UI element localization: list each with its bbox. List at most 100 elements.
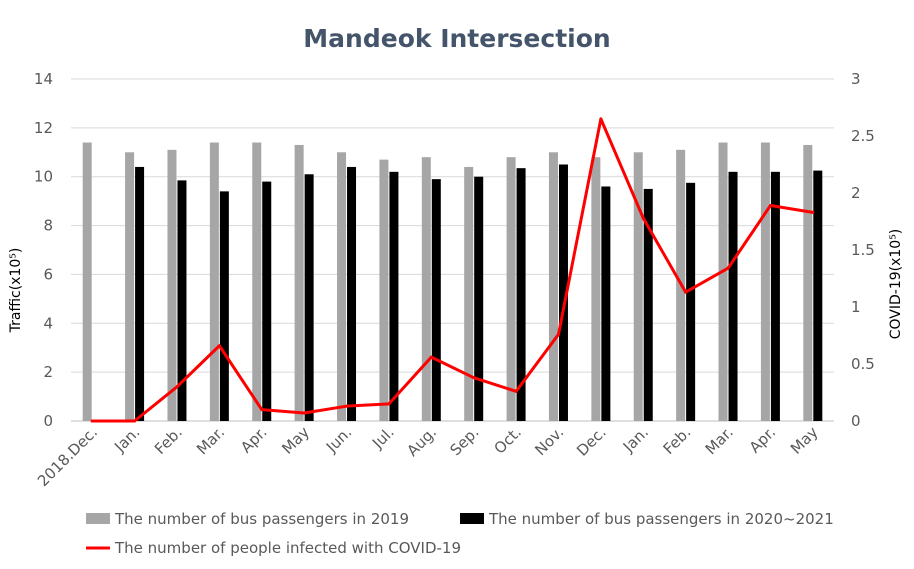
covid-point <box>133 419 137 423</box>
x-axis-ticks: 2018.Dec. Jan. Feb. Mar. Apr. May Jun. Jul. Aug.… <box>34 423 822 490</box>
y-tick-label: 12 <box>34 119 53 137</box>
bar-2019 <box>548 152 558 422</box>
bar-2020-2021 <box>219 191 229 421</box>
bar-2020-2021 <box>686 182 696 421</box>
x-tick-label: May <box>278 423 313 458</box>
x-tick-label: Nov. <box>531 423 567 459</box>
bar-2020-2021 <box>770 171 780 421</box>
bar-2020-2021 <box>262 181 272 421</box>
bar-2019 <box>633 152 643 422</box>
x-tick-label: Oct. <box>490 423 524 457</box>
bar-2019 <box>82 142 92 421</box>
bar-2019 <box>167 149 177 422</box>
y-tick-label: 8 <box>43 217 53 235</box>
covid-point <box>302 411 306 415</box>
covid-point <box>175 385 179 389</box>
x-tick-label: Apr. <box>746 423 779 456</box>
covid-point <box>811 210 815 214</box>
line-series <box>90 117 815 423</box>
y2-tick-label: 1 <box>851 298 861 316</box>
gridlines <box>71 78 834 422</box>
y2-tick-label: 3 <box>851 70 861 88</box>
y-tick-label: 0 <box>43 412 53 430</box>
x-tick-label: Aug. <box>403 423 440 460</box>
bar-2019 <box>464 166 474 421</box>
bar-2019 <box>803 144 813 421</box>
legend-swatch-2019 <box>86 513 110 524</box>
x-tick-label: Mar. <box>702 423 737 458</box>
x-tick-label: Dec. <box>573 423 610 460</box>
left-axis-ticks: 0 2 4 6 8 10 12 14 <box>34 70 53 430</box>
x-tick-label: Feb. <box>660 423 695 458</box>
covid-point <box>429 355 433 359</box>
chart-title: Mandeok Intersection <box>303 24 610 53</box>
covid-point <box>472 376 476 380</box>
bar-2020-2021 <box>728 171 738 421</box>
bar-2020-2021 <box>135 166 145 421</box>
covid-point <box>345 404 349 408</box>
y-tick-label: 2 <box>43 363 53 381</box>
y-tick-label: 14 <box>34 70 53 88</box>
x-tick-label: Apr. <box>237 423 270 456</box>
bar-2020-2021 <box>558 164 568 421</box>
covid-point <box>641 216 645 220</box>
legend-label-2020-2021: The number of bus passengers in 2020~202… <box>488 510 834 528</box>
bar-2019 <box>718 142 728 421</box>
bar-series <box>82 142 823 422</box>
covid-point <box>514 389 518 393</box>
x-tick-label: Jun. <box>322 423 355 456</box>
bar-2019 <box>252 142 262 421</box>
y2-tick-label: 2.5 <box>851 127 875 145</box>
legend: The number of bus passengers in 2019 The… <box>86 510 834 557</box>
y-tick-label: 6 <box>43 265 53 283</box>
y-tick-label: 10 <box>34 168 53 186</box>
bar-2019 <box>209 142 219 421</box>
right-axis-ticks: 0 0.5 1 1.5 2 2.5 3 <box>851 70 875 430</box>
y2-tick-label: 0 <box>851 412 861 430</box>
covid-point <box>387 402 391 406</box>
legend-swatch-2020-2021 <box>460 513 484 524</box>
x-tick-label: Jan. <box>619 423 652 456</box>
bar-2020-2021 <box>813 170 823 421</box>
bar-2019 <box>125 152 135 422</box>
bar-2020-2021 <box>389 171 399 421</box>
bar-2020-2021 <box>474 176 484 421</box>
covid-point <box>260 408 264 412</box>
bar-2020-2021 <box>177 180 187 421</box>
bar-2019 <box>337 152 347 422</box>
covid-point <box>556 332 560 336</box>
bar-2020-2021 <box>601 186 611 421</box>
y2-tick-label: 0.5 <box>851 355 875 373</box>
covid-point <box>90 419 94 423</box>
x-tick-label: Jan. <box>110 423 143 456</box>
x-tick-label: Feb. <box>151 423 186 458</box>
covid-point <box>217 344 221 348</box>
y2-tick-label: 1.5 <box>851 241 875 259</box>
x-tick-label: 2018.Dec. <box>34 423 101 490</box>
covid-point <box>726 266 730 270</box>
bar-2019 <box>506 157 516 421</box>
bar-2019 <box>294 144 304 421</box>
right-axis-title: COVID-19(x10⁵) <box>888 229 904 340</box>
left-axis-title: Traffic(x10⁵) <box>8 248 24 334</box>
bar-2020-2021 <box>304 174 314 421</box>
bar-2019 <box>760 142 770 421</box>
bar-2019 <box>591 157 601 421</box>
bar-2020-2021 <box>431 179 441 421</box>
bar-2020-2021 <box>643 188 653 421</box>
y-tick-label: 4 <box>43 314 53 332</box>
x-tick-label: May <box>787 423 822 458</box>
legend-label-covid: The number of people infected with COVID… <box>114 539 461 557</box>
x-tick-label: Jul. <box>368 423 398 453</box>
legend-label-2019: The number of bus passengers in 2019 <box>114 510 409 528</box>
x-tick-label: Sep. <box>446 423 482 459</box>
covid-point <box>684 290 688 294</box>
y2-tick-label: 2 <box>851 184 861 202</box>
covid-point <box>599 117 603 121</box>
bar-2019 <box>421 157 431 421</box>
bar-2019 <box>379 159 389 421</box>
bar-2020-2021 <box>516 168 526 421</box>
x-tick-label: Mar. <box>193 423 228 458</box>
